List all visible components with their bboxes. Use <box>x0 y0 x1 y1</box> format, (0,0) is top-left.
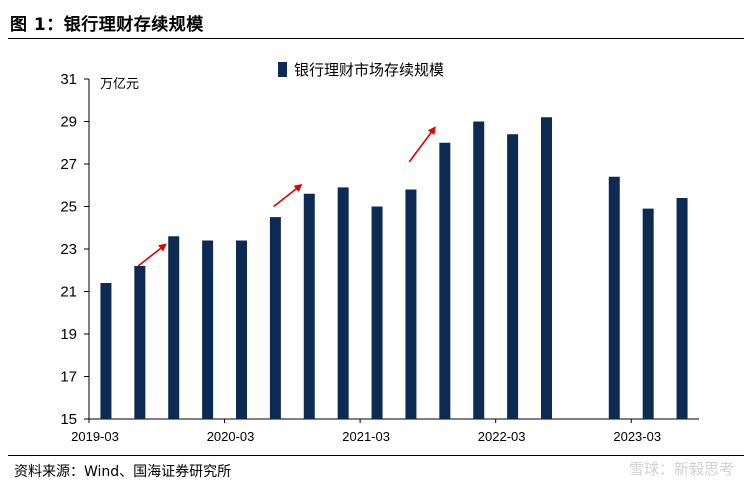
y-tick-label: 31 <box>60 71 77 88</box>
bar <box>405 189 417 419</box>
x-tick-label: 2019-03 <box>71 429 119 444</box>
bar <box>541 117 552 419</box>
legend-swatch <box>278 62 287 77</box>
watermark-text: 雪球：新毅思考 <box>628 460 734 478</box>
y-tick-label: 27 <box>60 156 77 173</box>
bar <box>202 240 214 419</box>
bar <box>608 176 620 419</box>
growth-arrow <box>408 126 436 163</box>
figure-title: 图 1：银行理财存续规模 <box>10 15 204 35</box>
bar <box>439 142 451 419</box>
growth-arrow <box>137 243 167 267</box>
bar <box>100 283 112 419</box>
source-note: 资料来源：Wind、国海证券研究所 <box>14 464 232 480</box>
bar <box>473 121 485 419</box>
bar <box>507 134 519 419</box>
bar <box>337 187 349 419</box>
bar <box>371 206 383 419</box>
y-tick-label: 29 <box>60 114 77 131</box>
bar <box>303 193 315 419</box>
bar <box>168 236 180 419</box>
x-tick-label: 2021-03 <box>342 429 390 444</box>
growth-arrow <box>273 184 303 208</box>
bar <box>676 198 688 419</box>
y-tick-label: 21 <box>60 284 77 301</box>
plot-area: 15 17 19 21 23 25 27 29 31 2019-03 2020-03 2021-03 2… <box>60 71 699 444</box>
bar <box>134 266 146 419</box>
legend-label: 银行理财市场存续规模 <box>294 61 444 79</box>
x-tick-label: 2020-03 <box>207 429 255 444</box>
title-divider <box>8 38 744 39</box>
y-tick-label: 25 <box>60 199 77 216</box>
y-tick-label: 15 <box>60 411 77 428</box>
footer-divider <box>8 455 744 456</box>
y-tick-label: 17 <box>60 369 77 386</box>
legend: 银行理财市场存续规模 <box>278 61 444 79</box>
x-tick-label: 2023-03 <box>613 429 661 444</box>
bar <box>269 217 281 419</box>
x-tick-label: 2022-03 <box>478 429 526 444</box>
y-tick-label: 19 <box>60 326 77 343</box>
bar <box>642 208 654 419</box>
bar <box>236 240 247 419</box>
y-tick-label: 23 <box>60 241 77 258</box>
y-axis-unit-label: 万亿元 <box>100 77 139 92</box>
